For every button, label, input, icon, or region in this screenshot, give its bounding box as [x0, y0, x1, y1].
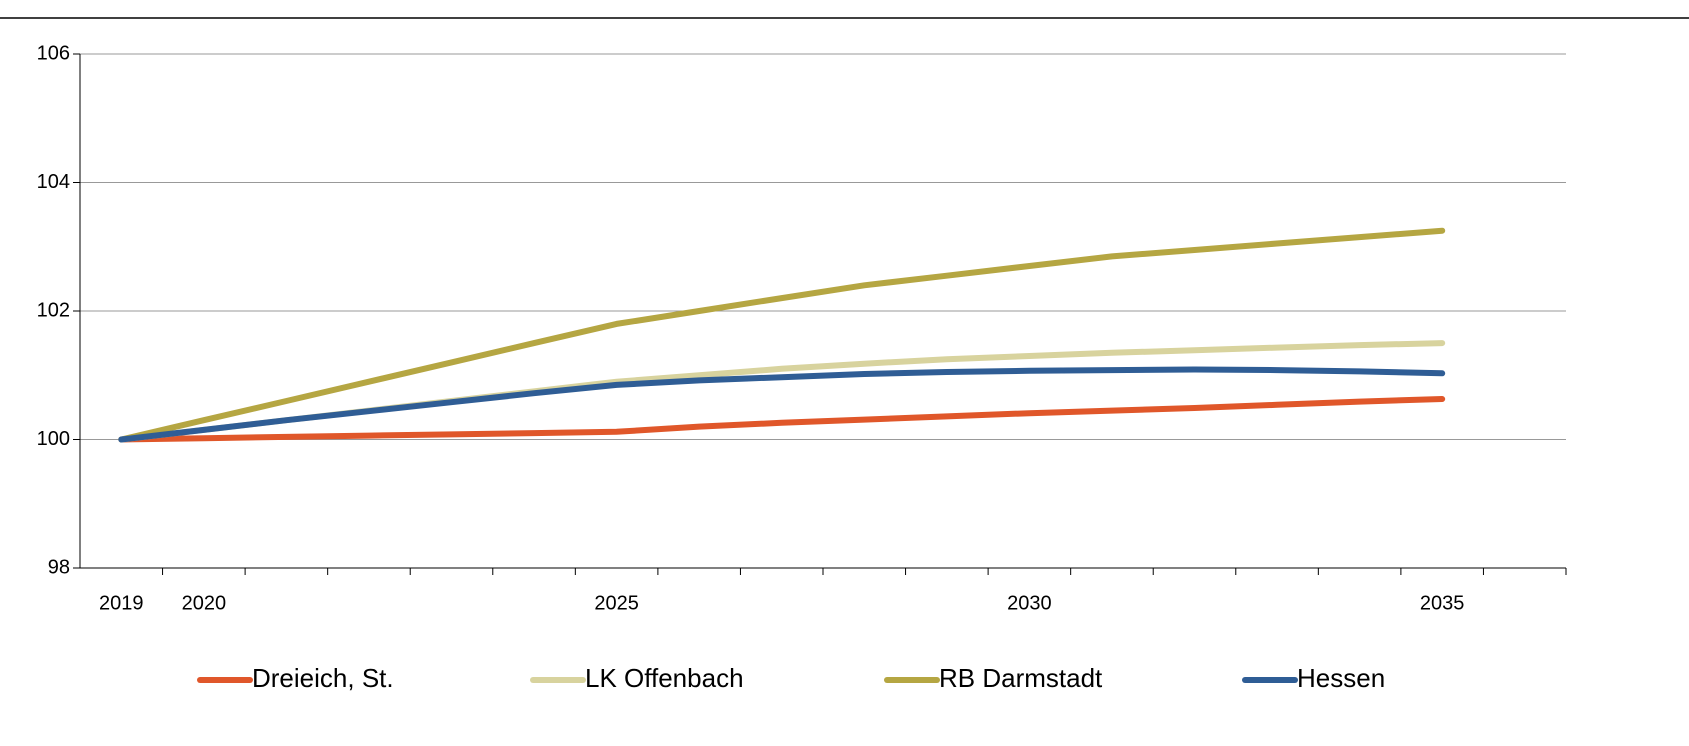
y-tick-label: 104 [37, 171, 70, 193]
series-line [118, 227, 1446, 443]
legend-label: Dreieich, St. [252, 663, 394, 693]
legend-label: LK Offenbach [585, 663, 744, 693]
y-tick-label: 102 [37, 299, 70, 321]
y-tick-label: 98 [48, 556, 70, 578]
y-tick-label: 106 [37, 42, 70, 64]
series-line [118, 396, 1446, 443]
x-tick-label: 2019 [99, 592, 144, 614]
legend-label: RB Darmstadt [939, 663, 1103, 693]
legend-label: Hessen [1297, 663, 1385, 693]
series-line [118, 366, 1446, 443]
x-tick-label: 2035 [1420, 592, 1465, 614]
x-tick-label: 2025 [594, 592, 639, 614]
y-tick-label: 100 [37, 428, 70, 450]
x-tick-label: 2030 [1007, 592, 1052, 614]
x-tick-label: 2020 [182, 592, 227, 614]
